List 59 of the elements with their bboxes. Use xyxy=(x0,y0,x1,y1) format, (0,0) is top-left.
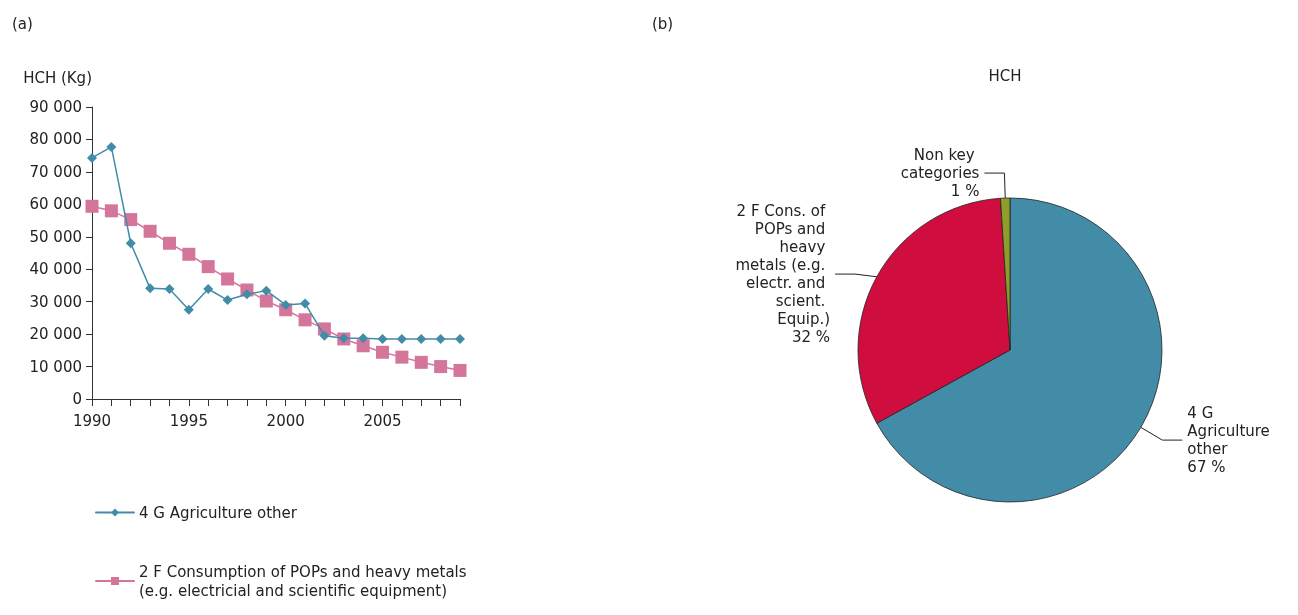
y-tick-label: 70 000 xyxy=(29,162,82,181)
point xyxy=(87,152,97,163)
point xyxy=(455,333,465,344)
point xyxy=(183,304,194,315)
point xyxy=(145,283,156,294)
point xyxy=(201,260,215,274)
data-label: 32 % xyxy=(791,328,831,347)
x-tick-label: 1990 xyxy=(72,411,112,430)
slice-label: 4 G Agriculture other xyxy=(1187,404,1275,459)
point xyxy=(377,333,388,344)
y-tick-label: 20 000 xyxy=(29,325,82,344)
point xyxy=(203,284,214,295)
y-tick-label: 50 000 xyxy=(29,227,82,246)
point xyxy=(358,333,369,344)
legend-label: 2 F Consumption of POPs and heavy metals (e.g. electricial and scientific equipment) xyxy=(139,562,472,600)
data-label: 67 % xyxy=(1187,458,1226,477)
y-tick-label: 90 000 xyxy=(29,98,82,116)
point xyxy=(395,350,409,364)
point xyxy=(182,247,196,261)
point xyxy=(416,333,427,344)
point xyxy=(261,285,272,296)
point xyxy=(259,294,273,308)
point xyxy=(298,313,312,327)
point xyxy=(280,299,291,310)
point xyxy=(125,238,136,249)
point xyxy=(414,355,428,369)
slice-label: Non key categories xyxy=(900,146,980,183)
slice-label: 2 F Cons. of POPs and heavy metals (e.g. electr. and scient. Equip.) xyxy=(735,202,831,329)
point xyxy=(143,224,157,238)
point xyxy=(221,272,235,286)
point xyxy=(435,333,446,344)
chart-title: HCH xyxy=(988,66,1022,85)
point xyxy=(396,333,407,344)
point xyxy=(162,236,176,250)
data-label: 1 % xyxy=(950,182,980,201)
x-tick-label: 2005 xyxy=(363,411,402,430)
text: (b) xyxy=(652,14,674,33)
x-tick-label: 1995 xyxy=(169,411,208,430)
y-tick-label: 10 000 xyxy=(29,357,82,376)
y-axis-title: HCH (Kg) xyxy=(23,68,92,87)
point xyxy=(241,289,252,300)
point xyxy=(300,298,311,309)
point xyxy=(453,363,467,377)
point xyxy=(106,141,117,152)
legend-label: 4 G Agriculture other xyxy=(139,503,298,522)
point xyxy=(319,330,330,341)
text: (a) xyxy=(12,14,33,33)
y-tick-label: 0 xyxy=(72,390,82,408)
point xyxy=(164,284,175,295)
point xyxy=(104,204,118,218)
point xyxy=(434,360,448,374)
y-tick-label: 80 000 xyxy=(29,130,82,149)
y-tick-label: 30 000 xyxy=(29,292,82,311)
x-tick-label: 2000 xyxy=(266,411,305,430)
y-tick-label: 40 000 xyxy=(29,260,82,279)
point xyxy=(222,295,233,306)
y-tick-label: 60 000 xyxy=(29,195,82,214)
point xyxy=(85,199,99,213)
point xyxy=(376,345,390,359)
